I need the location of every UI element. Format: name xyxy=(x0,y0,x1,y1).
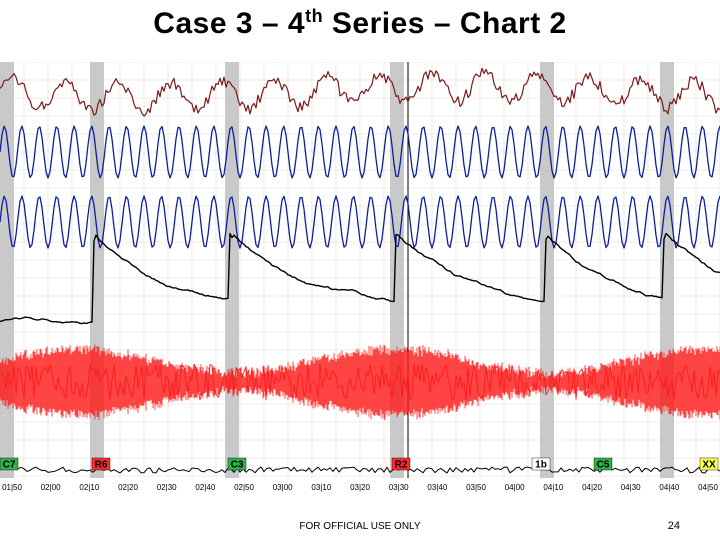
svg-text:03|40: 03|40 xyxy=(427,483,447,492)
svg-text:03|00: 03|00 xyxy=(273,483,293,492)
svg-text:C5: C5 xyxy=(597,460,610,471)
svg-text:04|00: 04|00 xyxy=(505,483,525,492)
svg-text:04|30: 04|30 xyxy=(621,483,641,492)
svg-text:03|50: 03|50 xyxy=(466,483,486,492)
svg-text:C3: C3 xyxy=(231,460,244,471)
svg-text:02|50: 02|50 xyxy=(234,483,254,492)
svg-text:R6: R6 xyxy=(95,460,108,471)
svg-text:02|10: 02|10 xyxy=(79,483,99,492)
svg-text:R2: R2 xyxy=(395,460,408,471)
title-pre: Case 3 – 4 xyxy=(153,7,305,40)
svg-text:02|20: 02|20 xyxy=(118,483,138,492)
svg-text:02|00: 02|00 xyxy=(41,483,61,492)
slide: Case 3 – 4th Series – Chart 2 01|50 02|00… xyxy=(0,0,720,540)
title-sup: th xyxy=(305,6,323,26)
svg-text:XX: XX xyxy=(702,460,716,471)
svg-text:C7: C7 xyxy=(3,460,16,471)
polygraph-chart: 01|50 02|00 02|10 02|20 02|30 02|40 02|50 03|00… xyxy=(0,62,720,492)
svg-text:1b: 1b xyxy=(535,460,547,471)
svg-text:03|10: 03|10 xyxy=(311,483,331,492)
page-title: Case 3 – 4th Series – Chart 2 xyxy=(0,6,720,41)
svg-text:04|40: 04|40 xyxy=(659,483,679,492)
svg-text:04|10: 04|10 xyxy=(543,483,563,492)
svg-text:04|20: 04|20 xyxy=(582,483,602,492)
svg-text:02|40: 02|40 xyxy=(195,483,215,492)
footer-center: FOR OFFICIAL USE ONLY xyxy=(0,521,720,532)
svg-text:03|30: 03|30 xyxy=(389,483,409,492)
svg-text:01|50: 01|50 xyxy=(2,483,22,492)
svg-text:04|50: 04|50 xyxy=(698,483,718,492)
footer-page: 24 xyxy=(668,520,680,532)
title-post: Series – Chart 2 xyxy=(323,7,567,40)
svg-text:03|20: 03|20 xyxy=(350,483,370,492)
chart-svg: 01|50 02|00 02|10 02|20 02|30 02|40 02|50 03|00… xyxy=(0,62,720,492)
svg-text:02|30: 02|30 xyxy=(157,483,177,492)
